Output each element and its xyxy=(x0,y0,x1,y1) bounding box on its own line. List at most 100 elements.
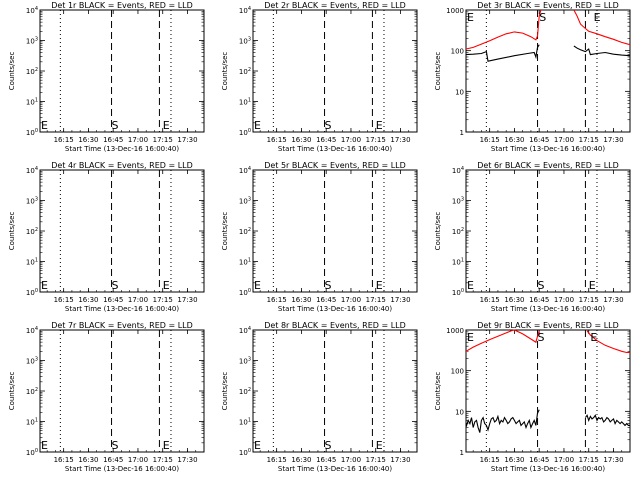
plot-frame xyxy=(39,9,205,133)
x-tick-label: 17:30 xyxy=(603,136,623,144)
y-axis-label: Counts/sec xyxy=(8,372,16,411)
y-tick-exponent: 4 xyxy=(35,326,38,332)
x-tick-label: 16:15 xyxy=(480,136,500,144)
y-tick-exponent: 0 xyxy=(248,128,251,134)
marker-e-start: E xyxy=(41,119,48,132)
y-tick-label: 100 xyxy=(239,448,251,457)
x-tick-label: 16:15 xyxy=(480,296,500,304)
y-tick-label: 100 xyxy=(26,448,38,457)
y-tick-label: 101 xyxy=(26,98,38,107)
x-tick-label: 17:00 xyxy=(128,296,148,304)
marker-e-end: E xyxy=(376,119,383,132)
y-tick-exponent: 0 xyxy=(248,288,251,294)
y-tick-exponent: 2 xyxy=(248,387,251,393)
detector-panel-2: Det 2r BLACK = Events, RED = LLD10010110… xyxy=(221,1,418,153)
x-tick-label: 17:00 xyxy=(554,456,574,464)
panel-title: Det 6r BLACK = Events, RED = LLD xyxy=(477,161,619,170)
y-tick-exponent: 4 xyxy=(461,166,464,172)
x-tick-label: 16:45 xyxy=(316,136,336,144)
y-tick-exponent: 1 xyxy=(248,98,251,104)
marker-e-start: E xyxy=(254,439,261,452)
x-tick-label: 16:30 xyxy=(291,296,311,304)
x-tick-label: 17:00 xyxy=(128,136,148,144)
plot-frame xyxy=(465,169,631,293)
y-axis-label: Counts/sec xyxy=(434,212,442,251)
x-tick-label: 17:15 xyxy=(579,456,599,464)
marker-s: S xyxy=(325,119,332,132)
y-tick-exponent: 1 xyxy=(35,258,38,264)
x-tick-label: 17:30 xyxy=(177,136,197,144)
y-tick-label: 10 xyxy=(455,88,464,96)
y-tick-exponent: 2 xyxy=(461,227,464,233)
y-tick-label: 102 xyxy=(26,67,38,76)
y-tick-label: 101 xyxy=(239,258,251,267)
marker-e-start: E xyxy=(41,279,48,292)
y-tick-label: 100 xyxy=(26,128,38,137)
x-tick-label: 17:15 xyxy=(366,136,386,144)
plot-frame xyxy=(252,169,418,293)
y-axis-label: Counts/sec xyxy=(221,372,229,411)
y-tick-exponent: 4 xyxy=(35,6,38,12)
x-tick-label: 16:30 xyxy=(504,136,524,144)
y-tick-exponent: 0 xyxy=(248,448,251,454)
panel-title: Det 4r BLACK = Events, RED = LLD xyxy=(51,161,193,170)
y-axis-label: Counts/sec xyxy=(434,372,442,411)
y-tick-label: 10 xyxy=(455,408,464,416)
marker-e-end: E xyxy=(376,279,383,292)
x-tick-label: 17:15 xyxy=(153,136,173,144)
x-tick-label: 16:30 xyxy=(78,456,98,464)
y-tick-exponent: 1 xyxy=(248,418,251,424)
lld-series-line xyxy=(465,329,540,352)
detector-panel-9: Det 9r BLACK = Events, RED = LLD 1 10 100 10… xyxy=(434,321,631,473)
x-axis-label: Start Time (13-Dec-16 16:00:40) xyxy=(65,145,179,153)
y-tick-label: 102 xyxy=(26,227,38,236)
x-tick-label: 16:15 xyxy=(54,136,74,144)
y-tick-exponent: 2 xyxy=(248,227,251,233)
plot-frame xyxy=(465,329,631,453)
marker-e-end: E xyxy=(594,11,601,24)
y-tick-label: 103 xyxy=(26,357,38,366)
y-axis-label: Counts/sec xyxy=(434,52,442,91)
y-tick-label: 1 xyxy=(460,129,464,137)
x-axis-label: Start Time (13-Dec-16 16:00:40) xyxy=(491,465,605,473)
marker-e-end: E xyxy=(163,119,170,132)
x-axis-label: Start Time (13-Dec-16 16:00:40) xyxy=(65,305,179,313)
marker-s: S xyxy=(112,439,119,452)
x-tick-label: 16:30 xyxy=(78,136,98,144)
panel-title: Det 5r BLACK = Events, RED = LLD xyxy=(264,161,406,170)
y-tick-label: 104 xyxy=(239,6,251,15)
x-tick-label: 17:30 xyxy=(603,456,623,464)
marker-e-start: E xyxy=(467,279,474,292)
y-tick-label: 100 xyxy=(26,288,38,297)
panel-title: Det 2r BLACK = Events, RED = LLD xyxy=(264,1,406,10)
y-tick-label: 104 xyxy=(239,326,251,335)
y-tick-exponent: 0 xyxy=(35,128,38,134)
y-tick-exponent: 0 xyxy=(35,288,38,294)
y-tick-label: 104 xyxy=(26,6,38,15)
events-series-line xyxy=(465,44,540,62)
y-tick-exponent: 1 xyxy=(461,258,464,264)
panel-title: Det 9r BLACK = Events, RED = LLD xyxy=(477,321,619,330)
y-tick-label: 1 xyxy=(460,449,464,457)
y-tick-label: 101 xyxy=(452,258,464,267)
x-tick-label: 16:45 xyxy=(529,296,549,304)
marker-e-start: E xyxy=(467,11,474,24)
panel-title: Det 1r BLACK = Events, RED = LLD xyxy=(51,1,193,10)
panel-title: Det 3r BLACK = Events, RED = LLD xyxy=(477,1,619,10)
x-axis-label: Start Time (13-Dec-16 16:00:40) xyxy=(491,145,605,153)
plot-frame xyxy=(465,9,631,133)
marker-e-end: E xyxy=(163,279,170,292)
events-series-line xyxy=(584,414,630,427)
y-tick-label: 100 xyxy=(239,128,251,137)
x-tick-label: 16:45 xyxy=(103,456,123,464)
y-tick-exponent: 3 xyxy=(248,357,251,363)
x-tick-label: 16:15 xyxy=(54,456,74,464)
x-tick-label: 16:30 xyxy=(78,296,98,304)
x-tick-label: 16:15 xyxy=(54,296,74,304)
x-tick-label: 17:30 xyxy=(390,456,410,464)
x-axis-label: Start Time (13-Dec-16 16:00:40) xyxy=(278,305,392,313)
detector-panel-8: Det 8r BLACK = Events, RED = LLD10010110… xyxy=(221,321,418,473)
panel-title: Det 7r BLACK = Events, RED = LLD xyxy=(51,321,193,330)
y-tick-label: 103 xyxy=(239,357,251,366)
y-tick-exponent: 0 xyxy=(35,448,38,454)
